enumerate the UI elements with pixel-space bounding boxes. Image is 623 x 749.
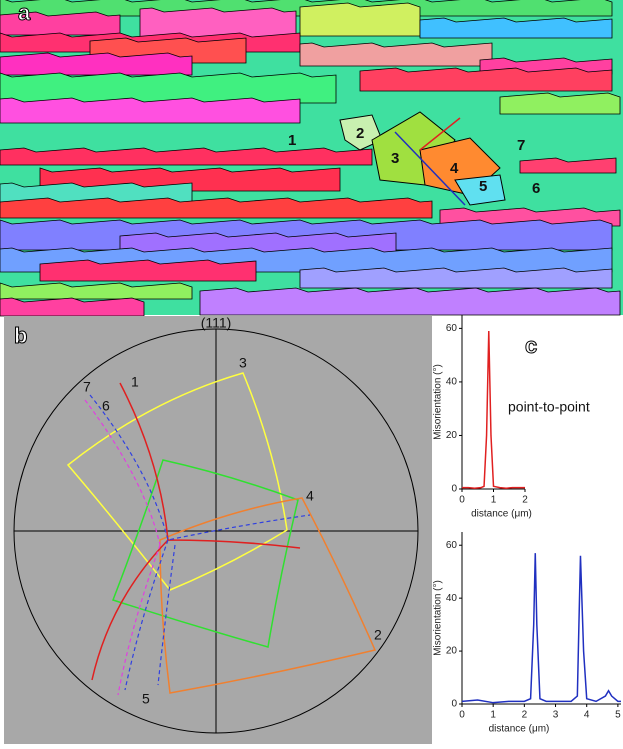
- y-tick-label: 20: [446, 430, 458, 441]
- y-tick-label: 60: [446, 323, 458, 334]
- panel-label: c: [525, 333, 537, 358]
- grain-label: 5: [142, 691, 150, 707]
- central-grains: [339, 111, 506, 206]
- y-tick-label: 60: [446, 540, 458, 551]
- trace: [89, 394, 311, 691]
- grain: [519, 157, 617, 174]
- x-tick-label: 5: [615, 710, 621, 721]
- y-tick-label: 0: [451, 699, 457, 710]
- y-tick-label: 40: [446, 593, 458, 604]
- pole-background: [4, 316, 432, 744]
- x-axis-label: distance (μm): [471, 509, 532, 520]
- trace: [66, 372, 288, 591]
- y-tick-label: 0: [451, 484, 457, 495]
- grain-label: 4: [306, 488, 314, 504]
- grain: [419, 17, 613, 39]
- trace: [91, 382, 301, 681]
- grain-label: 3: [391, 150, 399, 167]
- grain: [454, 174, 506, 206]
- grain: [299, 42, 493, 67]
- grain: [0, 97, 301, 124]
- grain: [39, 259, 257, 282]
- grain: [359, 67, 613, 92]
- grain-label: 3: [239, 355, 247, 371]
- grain: [339, 114, 383, 151]
- x-tick-label: 1: [491, 495, 497, 506]
- grain-label: 6: [102, 398, 110, 414]
- grain-label: 2: [356, 125, 364, 142]
- grain-label: 6: [532, 180, 540, 197]
- grain-label: 2: [374, 627, 382, 643]
- trace: [159, 497, 377, 694]
- grain-label: 1: [288, 132, 296, 149]
- x-tick-label: 0: [459, 710, 465, 721]
- grain: [0, 147, 373, 166]
- profile-line: [419, 117, 461, 151]
- pole-figure: [4, 316, 432, 744]
- data-line: [461, 553, 621, 704]
- grain-label: 1: [131, 374, 139, 390]
- panel-label: a: [18, 0, 31, 25]
- x-tick-label: 0: [459, 495, 465, 506]
- grain: [0, 52, 193, 76]
- ebsd-map: [0, 0, 623, 317]
- panel-label: b: [14, 323, 27, 348]
- grain: [299, 267, 613, 289]
- grain-label: 7: [517, 137, 525, 154]
- grain-label: 7: [83, 379, 91, 395]
- x-tick-label: 2: [522, 495, 528, 506]
- grain-label: 4: [450, 160, 459, 177]
- grain: [199, 287, 621, 316]
- trace: [112, 459, 299, 648]
- grain-label: 5: [479, 178, 487, 195]
- grain: [499, 92, 621, 115]
- y-axis-label: Misorientation (°): [433, 364, 444, 440]
- grain: [299, 2, 421, 37]
- trace: [84, 399, 161, 696]
- x-axis-label: distance (μm): [489, 724, 550, 735]
- grain: [0, 282, 193, 300]
- grain: [0, 72, 337, 104]
- pole-label: (111): [201, 315, 232, 331]
- y-axis-label: Misorientation (°): [433, 580, 444, 656]
- x-tick-label: 1: [490, 710, 496, 721]
- y-tick-label: 20: [446, 646, 458, 657]
- grain: [0, 197, 433, 219]
- profile-line: [394, 131, 466, 206]
- data-line: [462, 331, 525, 489]
- x-tick-label: 4: [584, 710, 590, 721]
- y-tick-label: 40: [446, 377, 458, 388]
- x-tick-label: 2: [522, 710, 528, 721]
- x-tick-label: 3: [553, 710, 559, 721]
- annotation: point-to-point: [508, 399, 590, 415]
- grain: [139, 7, 297, 39]
